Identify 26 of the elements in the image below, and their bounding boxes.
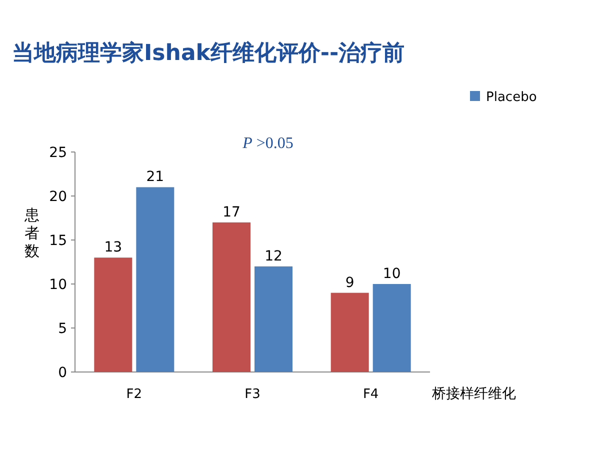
- chart-title: 当地病理学家Ishak纤维化评价--治疗前: [12, 40, 405, 66]
- data-label: 9: [345, 274, 354, 291]
- bar: [94, 258, 132, 372]
- x-axis-title: 桥接样纤维化: [431, 386, 516, 402]
- y-tick-label: 15: [49, 233, 67, 249]
- bar: [136, 187, 174, 372]
- legend-label: Placebo: [486, 90, 537, 105]
- data-label: 21: [146, 169, 164, 186]
- data-label: 12: [264, 248, 282, 264]
- y-tick-label: 10: [49, 277, 67, 293]
- bar: [254, 266, 292, 372]
- y-tick-label: 0: [58, 365, 67, 381]
- data-label: 17: [222, 204, 240, 220]
- y-axis-title: 患者数: [24, 206, 40, 260]
- annotation: P >0.05: [242, 135, 294, 152]
- bar: [212, 222, 250, 372]
- y-tick-label: 5: [58, 321, 67, 337]
- data-label: 13: [104, 240, 122, 256]
- y-tick-label: 20: [49, 189, 67, 205]
- x-tick-label: F3: [244, 387, 260, 402]
- data-label: 10: [382, 266, 401, 282]
- y-tick-label: 25: [49, 145, 67, 161]
- bar: [372, 284, 411, 372]
- x-tick-label: F2: [126, 387, 142, 402]
- bar: [330, 292, 369, 372]
- x-tick-label: F4: [362, 387, 379, 402]
